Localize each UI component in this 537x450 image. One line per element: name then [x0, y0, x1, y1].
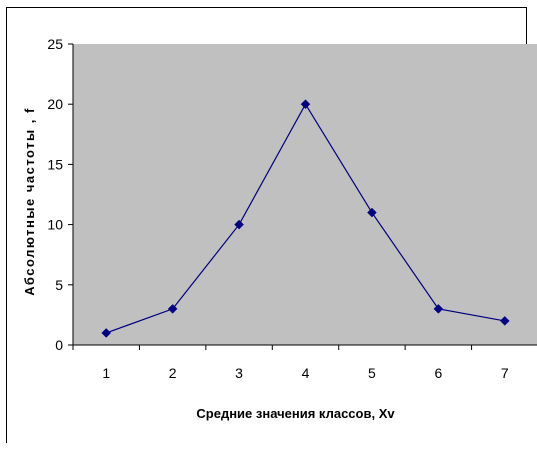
y-axis-title: Абсолютные частоты , f	[22, 107, 37, 296]
x-tick-label: 6	[434, 365, 442, 381]
x-axis: 1 2 3 4 5 6 7	[72, 344, 537, 381]
x-tick-label: 3	[235, 365, 243, 381]
data-point	[234, 219, 244, 230]
y-tick-label: 25	[47, 36, 63, 52]
x-tick-label: 7	[501, 365, 509, 381]
series	[101, 99, 510, 338]
y-tick-label: 15	[47, 156, 63, 172]
y-tick-label: 0	[55, 337, 63, 353]
data-point	[367, 207, 377, 218]
x-tick-label: 1	[102, 365, 110, 381]
x-tick-label: 4	[302, 365, 310, 381]
data-point	[433, 304, 444, 314]
data-point	[499, 316, 510, 326]
y-tick-label: 10	[47, 217, 63, 233]
data-point	[101, 328, 112, 338]
y-tick-label: 5	[55, 277, 63, 293]
plot-area	[73, 44, 537, 345]
y-tick-label: 20	[47, 96, 63, 112]
data-point	[167, 304, 178, 314]
x-tick-label: 2	[169, 365, 177, 381]
data-point	[300, 99, 311, 110]
x-axis-title: Средние значения классов, Xv	[196, 406, 395, 421]
y-axis: 0 5 10 15 20 25	[47, 36, 74, 353]
x-tick-label: 5	[368, 365, 376, 381]
